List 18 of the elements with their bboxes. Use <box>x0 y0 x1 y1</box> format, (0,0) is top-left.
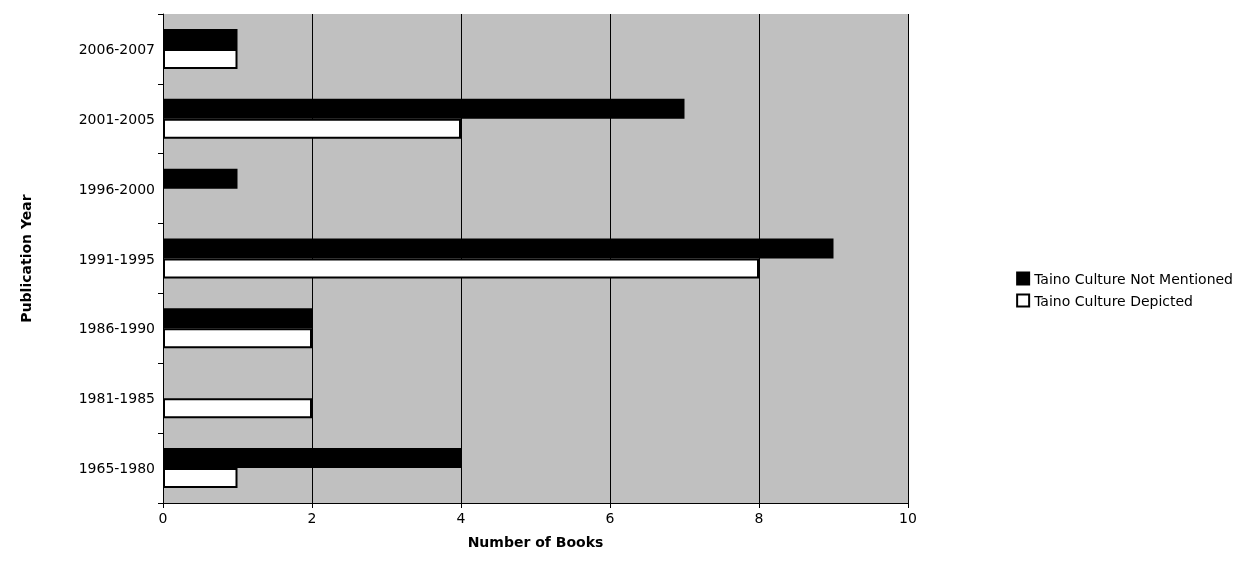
y-tick-label: 1986-1990 <box>78 320 155 337</box>
x-axis-title: Number of Books <box>467 534 604 550</box>
x-tick-label: 10 <box>899 510 917 526</box>
x-tick-label: 8 <box>754 510 764 526</box>
x-tick-label: 4 <box>456 510 466 526</box>
y-tick-label: 1965-1980 <box>78 460 155 477</box>
y-tick-label: 1991-1995 <box>78 250 155 267</box>
y-tick-label: 1981-1985 <box>78 390 155 407</box>
y-tick-label: 2006-2007 <box>78 40 155 57</box>
x-tick-label: 2 <box>307 510 317 526</box>
x-tick-label: 0 <box>158 510 168 526</box>
y-tick-label: 1996-2000 <box>78 180 155 197</box>
legend-label: Taino Culture Depicted <box>1033 292 1194 309</box>
legend-label: Taino Culture Not Mentioned <box>1033 270 1234 287</box>
bar <box>163 168 238 189</box>
y-axis-title: Publication Year <box>18 194 34 323</box>
x-tick-label: 6 <box>605 510 615 526</box>
y-tick-label: 2001-2005 <box>78 110 155 127</box>
